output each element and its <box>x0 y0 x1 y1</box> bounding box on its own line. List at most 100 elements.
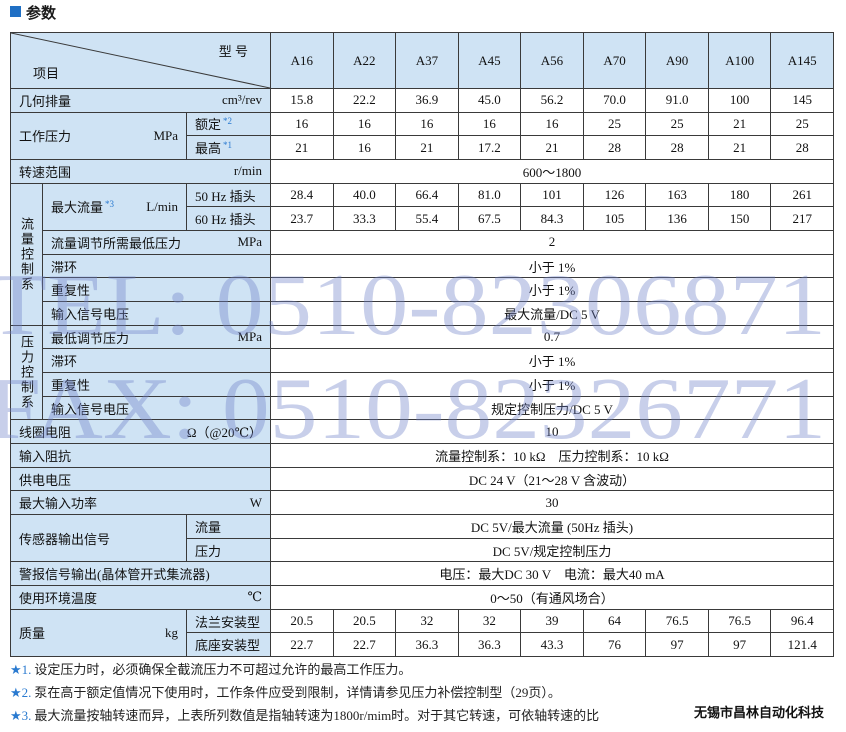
value: 97 <box>733 636 747 652</box>
row-label: 输入信号电压 <box>42 301 271 326</box>
label-text: 滞环 <box>51 259 78 275</box>
value: 10 <box>545 423 559 439</box>
label-wrap: 滞环 <box>51 351 77 370</box>
value-cell: 16 <box>520 111 584 137</box>
value: 28 <box>670 139 684 155</box>
value-cell: 规定控制压力/DC 5 V <box>270 395 834 421</box>
value-cell: 105 <box>582 206 647 231</box>
value: 45.0 <box>478 92 501 108</box>
value-cell: 0～50（有通风场合） <box>270 585 834 610</box>
value-cell: 70.0 <box>582 88 647 113</box>
value-cell: 84.3 <box>520 206 584 231</box>
model-name: A45 <box>478 52 501 68</box>
label-wrap: 输入阻抗 <box>19 446 71 465</box>
value: 55.4 <box>415 210 439 226</box>
value-cell: 小于 1% <box>270 372 834 397</box>
label-wrap: 流量调节所需最低压力 <box>51 233 181 252</box>
label-text: 重复性 <box>51 283 91 299</box>
unit: ℃ <box>247 589 262 605</box>
footnote-text: 最大流量按轴转速而异，上表所列数值是指轴转速为1800r/mim时。对于其它转速… <box>34 708 600 723</box>
value: 150 <box>729 210 750 226</box>
value-cell: 21 <box>395 135 459 160</box>
value: 16 <box>357 139 371 155</box>
label-text: 最高 <box>195 141 222 157</box>
label-text: 重复性 <box>51 377 91 393</box>
label-wrap: 几何排量 <box>19 91 71 110</box>
value: 0.7 <box>543 329 561 345</box>
label-wrap: 警报信号输出(晶体管开式集流器) <box>19 564 210 583</box>
value-cell: 20.5 <box>270 608 334 634</box>
label-wrap: 供电电压 <box>19 470 71 489</box>
value-cell: 2 <box>270 230 834 255</box>
value-cell: 101 <box>520 182 584 208</box>
note-mark: *2 <box>223 116 233 127</box>
corner-cell: 型 号 项目 <box>10 32 271 89</box>
unit: MPa <box>237 234 262 250</box>
model-header: A37 <box>395 32 459 89</box>
value-cell: 32 <box>395 608 459 634</box>
row-label: 底座安装型 <box>186 632 271 658</box>
value: 261 <box>792 187 812 202</box>
value-cell: 96.4 <box>770 608 834 634</box>
model-name: A16 <box>290 52 313 68</box>
label-wrap: 重复性 <box>51 280 90 299</box>
value: 最大流量/DC 5 V <box>504 306 600 322</box>
value-cell: 36.3 <box>395 632 459 658</box>
value: 16 <box>420 115 434 131</box>
value: 40.0 <box>352 187 376 202</box>
value-cell: 40.0 <box>332 182 397 208</box>
footnote: ★1. 设定压力时，必须确保全截流压力不可超过允许的最高工作压力。 <box>10 659 411 678</box>
value: 15.8 <box>290 92 314 108</box>
value: 36.3 <box>478 636 501 652</box>
row-label: 压力 <box>186 537 271 563</box>
value: 81.0 <box>478 187 501 202</box>
value: 66.4 <box>415 187 439 202</box>
value-cell: 33.3 <box>332 206 397 231</box>
unit: cm³/rev <box>222 92 262 108</box>
value: 33.3 <box>352 210 376 226</box>
value: 25 <box>608 115 622 131</box>
row-label: 60 Hz 插头 <box>186 206 271 231</box>
label-text: 工作压力 <box>19 129 72 145</box>
value: 43.3 <box>540 636 564 652</box>
row-label: 供电电压 <box>10 466 271 492</box>
label-wrap: 质量 <box>19 623 45 642</box>
value-cell: 最大流量/DC 5 V <box>270 301 834 326</box>
row-label: 传感器输出信号 <box>10 514 187 563</box>
value-cell: 76.5 <box>707 608 772 634</box>
value: 小于 1% <box>528 354 576 370</box>
value: 2 <box>548 234 556 250</box>
row-label: 法兰安装型 <box>186 608 271 634</box>
value: 21 <box>295 139 309 155</box>
label-text: 几何排量 <box>19 93 72 109</box>
model-header: A145 <box>770 32 834 89</box>
label-wrap: 输入信号电压 <box>51 399 129 418</box>
group-label: 流量控制系 <box>10 182 43 326</box>
value: 16 <box>357 115 371 131</box>
value-cell: 36.9 <box>395 88 459 113</box>
label-text: 流量调节所需最低压力 <box>51 235 182 251</box>
row-label: 流量调节所需最低压力 MPa <box>42 230 271 255</box>
label-wrap: 工作压力 <box>19 126 71 145</box>
value-cell: 0.7 <box>270 324 834 350</box>
value: 136 <box>667 210 687 226</box>
value: 小于 1% <box>528 283 576 299</box>
value: 97 <box>670 636 684 652</box>
value: 100 <box>729 92 750 108</box>
label-wrap: 线圈电阻 <box>19 422 71 441</box>
label-wrap: 输入信号电压 <box>51 304 129 323</box>
corner-diagonal <box>11 33 270 88</box>
label-text: 最低调节压力 <box>51 330 130 346</box>
row-label: 最低调节压力 MPa <box>42 324 271 350</box>
model-header: A16 <box>270 32 334 89</box>
value-cell: 81.0 <box>457 182 522 208</box>
label-wrap: 底座安装型 <box>195 635 260 654</box>
value: 30 <box>545 494 559 510</box>
value-cell: 21 <box>707 111 772 137</box>
value-cell: 28 <box>645 135 709 160</box>
value: 84.3 <box>540 210 564 226</box>
value-cell: 150 <box>707 206 772 231</box>
value-cell: 97 <box>645 632 709 658</box>
value: 145 <box>792 92 812 108</box>
